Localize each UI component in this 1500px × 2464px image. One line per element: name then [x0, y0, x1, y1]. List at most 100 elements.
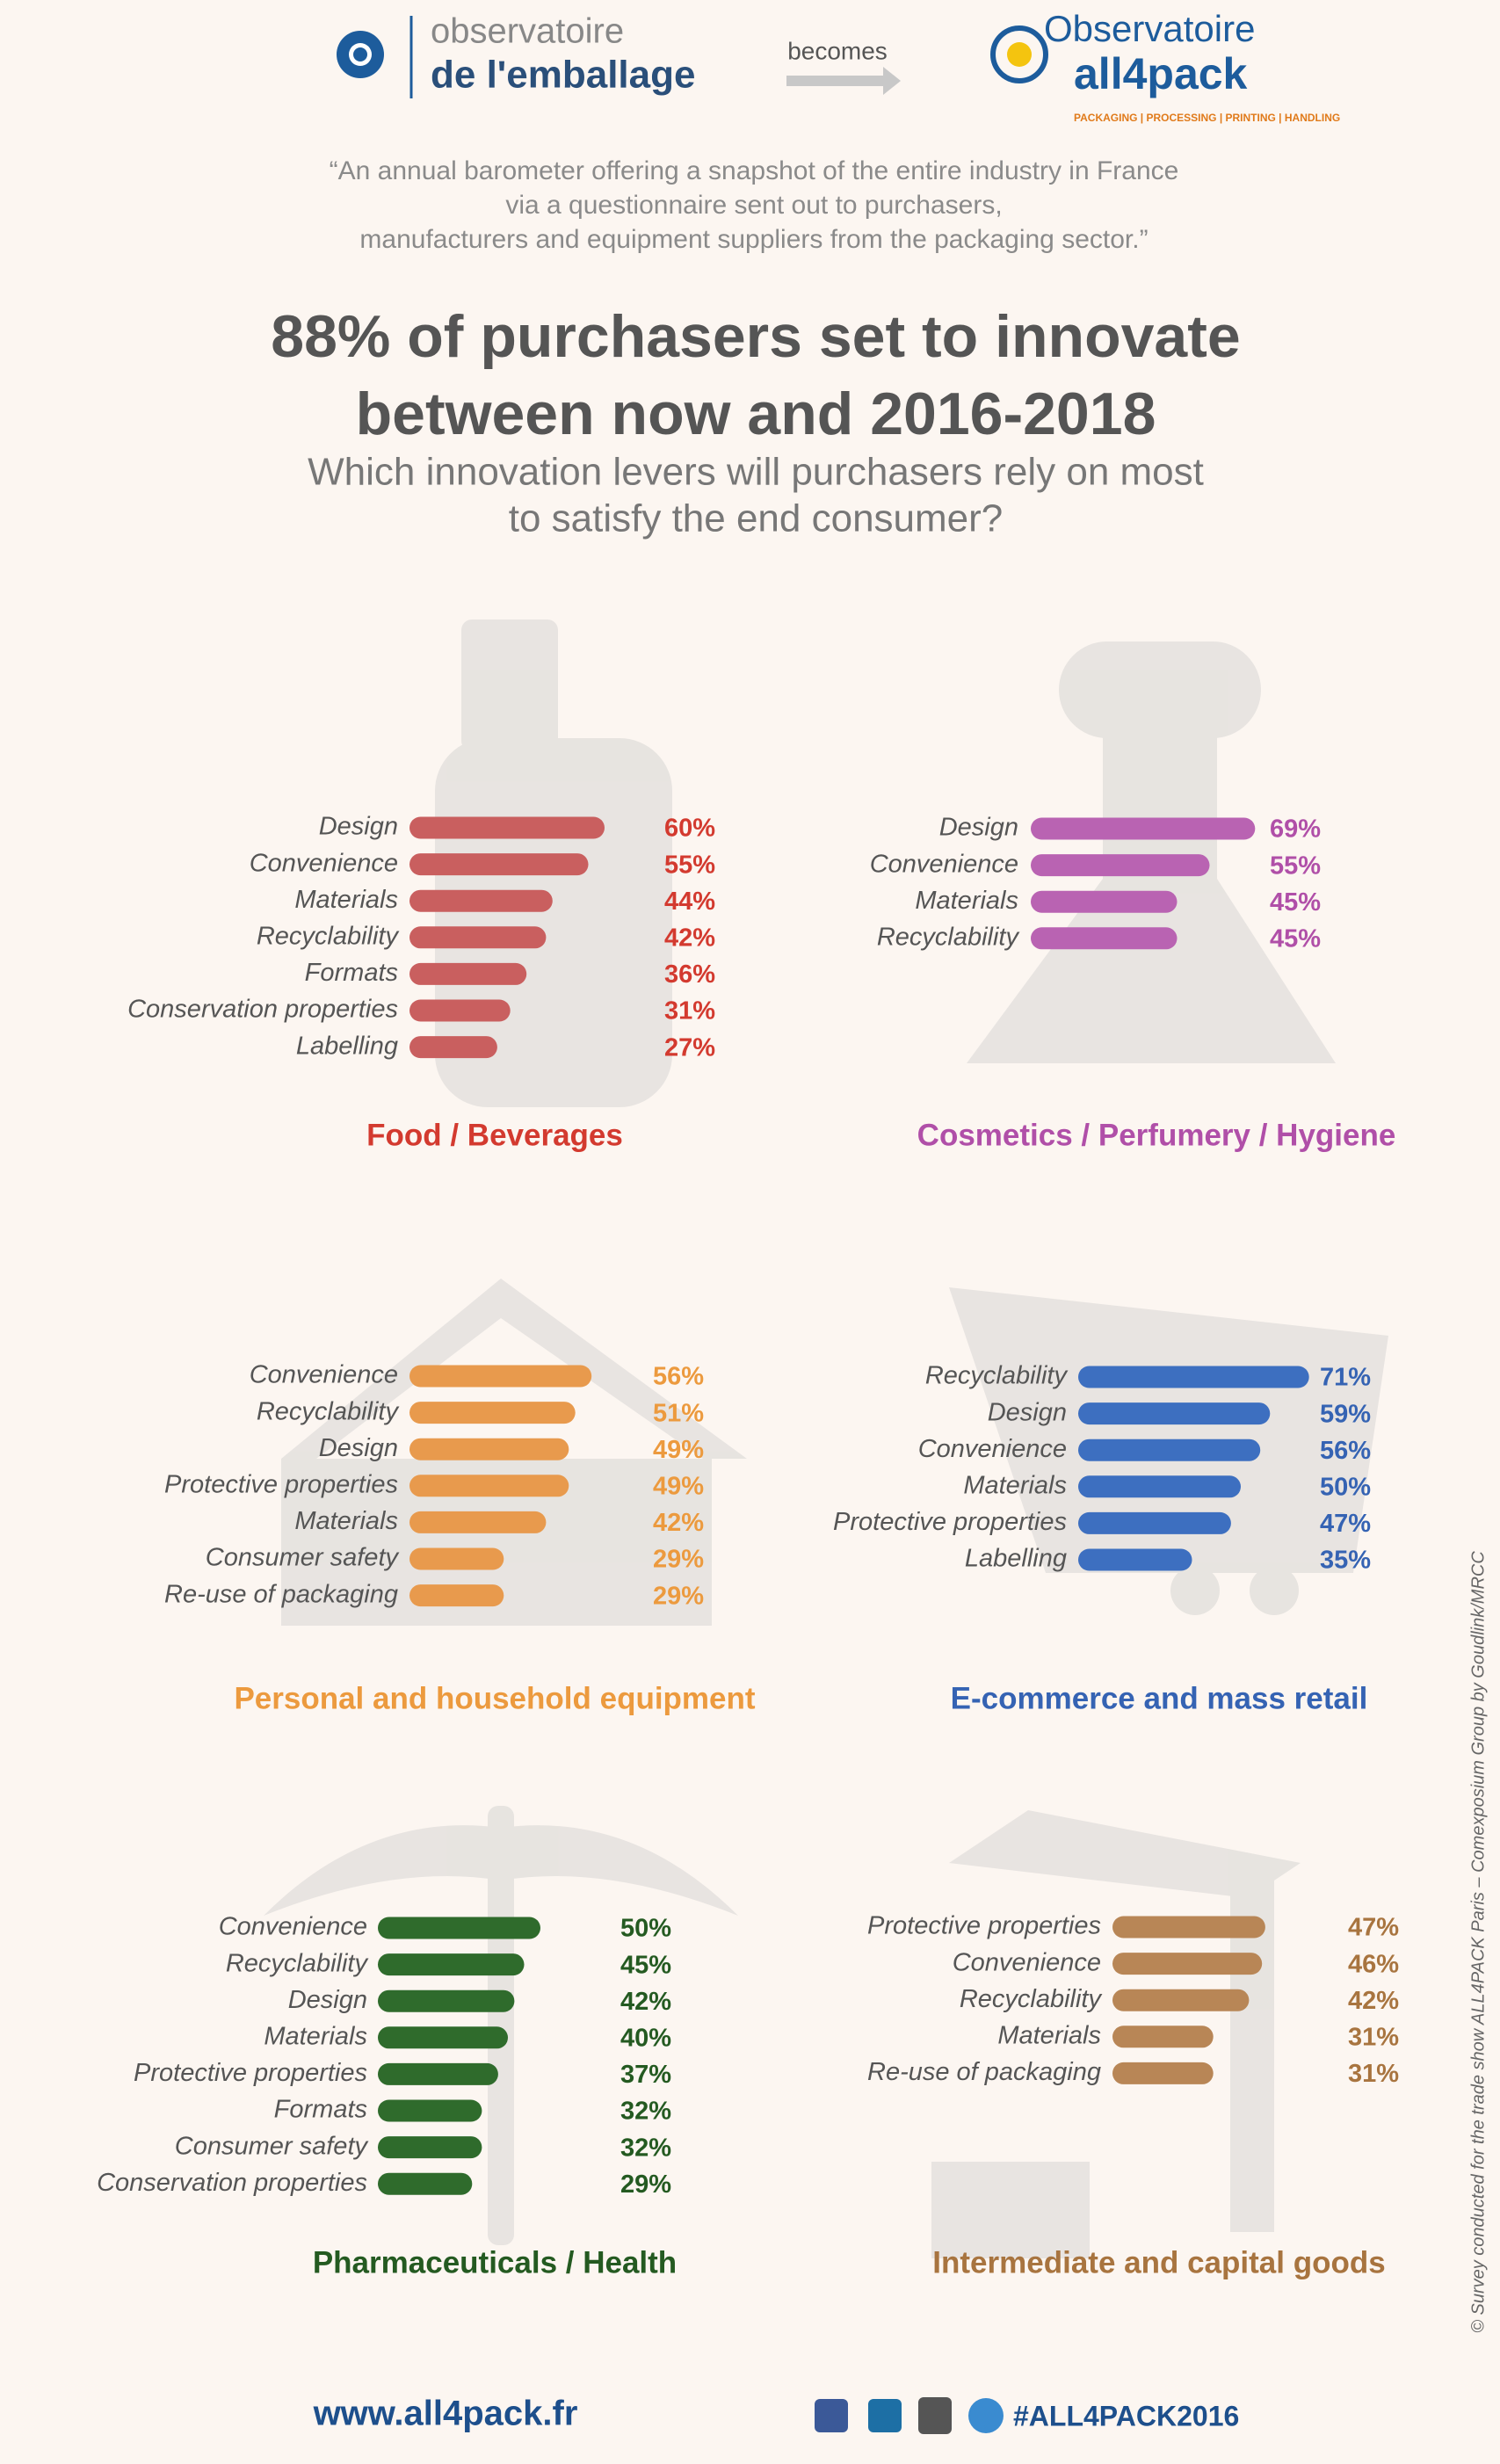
- category-label: Consumer safety: [175, 2132, 369, 2160]
- caduceus-staff: [488, 1806, 514, 2245]
- arrow: [786, 67, 901, 95]
- new-logo-text: all4pack: [1074, 49, 1248, 98]
- category-label: Design: [988, 1398, 1067, 1426]
- bar: [1078, 1475, 1241, 1498]
- quote-line: via a questionnaire sent out to purchase…: [505, 191, 1002, 220]
- value-label: 50%: [620, 1915, 671, 1943]
- bar: [1112, 2026, 1214, 2048]
- value-label: 51%: [653, 1399, 704, 1427]
- value-label: 59%: [1320, 1400, 1371, 1428]
- value-label: 32%: [620, 2134, 671, 2162]
- bar: [409, 1475, 569, 1497]
- category-label: Labelling: [296, 1032, 398, 1060]
- bar: [378, 2026, 508, 2049]
- bar: [1112, 1916, 1265, 1939]
- credit: © Survey conducted for the trade show AL…: [1468, 1551, 1488, 2333]
- bar-chart: Recyclability 71% Design 59% Convenience 56% M…: [833, 1362, 1371, 1716]
- bar: [378, 1917, 540, 1939]
- value-label: 36%: [664, 960, 715, 989]
- bar: [378, 1989, 515, 2012]
- bar: [1031, 890, 1178, 913]
- category-label: Design: [288, 1986, 367, 2014]
- value-label: 42%: [653, 1509, 704, 1537]
- bar: [1031, 817, 1256, 840]
- bar: [409, 853, 589, 876]
- value-label: 37%: [620, 2061, 671, 2089]
- category-label: Convenience: [870, 850, 1018, 878]
- value-label: 42%: [1348, 1987, 1399, 2015]
- value-label: 46%: [1348, 1950, 1399, 1978]
- quote-line: “An annual barometer offering a snapshot…: [330, 156, 1179, 185]
- bar: [1112, 1989, 1250, 2011]
- bar: [409, 1584, 504, 1607]
- value-label: 56%: [1320, 1437, 1371, 1465]
- headline: 88% of purchasers set to innovate betwee…: [271, 303, 1240, 447]
- category-label: Formats: [305, 959, 398, 987]
- category-label: Consumer safety: [206, 1544, 400, 1572]
- value-label: 27%: [664, 1033, 715, 1062]
- cart-wheel: [1170, 1566, 1220, 1615]
- value-label: 29%: [620, 2170, 671, 2199]
- value-label: 42%: [620, 1988, 671, 2016]
- flask-body: [967, 879, 1336, 1063]
- bar: [409, 962, 527, 985]
- category-label: Convenience: [250, 849, 398, 877]
- bar: [1112, 2062, 1214, 2084]
- bar: [409, 1547, 504, 1570]
- bar: [409, 926, 547, 949]
- cart-basket: [949, 1287, 1388, 1573]
- category-label: Materials: [264, 2022, 367, 2050]
- category-label: Materials: [294, 886, 398, 914]
- old-logo: observatoire de l'emballage: [337, 12, 695, 98]
- category-label: Design: [939, 814, 1018, 842]
- linkedin-icon[interactable]: [868, 2399, 902, 2432]
- chart-title: Pharmaceuticals / Health: [313, 2245, 677, 2279]
- category-label: Convenience: [918, 1435, 1067, 1463]
- bar: [1078, 1439, 1261, 1461]
- value-label: 47%: [1320, 1510, 1371, 1538]
- hashtag: #ALL4PACK2016: [1013, 2400, 1239, 2431]
- category-label: Design: [319, 813, 398, 841]
- old-logo-text: de l'emballage: [431, 54, 695, 97]
- bar-chart: Convenience 56% Recyclability 51% Design 49% P…: [164, 1361, 756, 1716]
- new-logo: Observatoire all4pack PACKAGING | PROCES…: [990, 8, 1340, 124]
- chart-title: Food / Beverages: [366, 1118, 623, 1152]
- social-icons: [815, 2397, 1004, 2434]
- value-label: 45%: [620, 1951, 671, 1979]
- footer-url[interactable]: www.all4pack.fr: [313, 2395, 578, 2433]
- new-logo-text: Observatoire: [1044, 8, 1255, 49]
- category-label: Protective properties: [833, 1508, 1067, 1536]
- value-label: 60%: [664, 815, 715, 843]
- crane-load: [931, 2162, 1090, 2258]
- value-label: 40%: [620, 2024, 671, 2052]
- subtitle: Which innovation levers will purchasers …: [308, 451, 1204, 540]
- value-label: 49%: [653, 1436, 704, 1464]
- bar: [409, 1036, 497, 1059]
- bar-chart: Design 60% Convenience 55% Materials 44% Recyc…: [127, 813, 715, 1153]
- category-label: Convenience: [219, 1913, 367, 1941]
- bar: [409, 816, 605, 839]
- crane-mast: [1230, 1881, 1274, 2232]
- value-label: 31%: [1348, 2023, 1399, 2051]
- value-label: 45%: [1270, 888, 1321, 917]
- value-label: 31%: [664, 997, 715, 1025]
- facebook-icon[interactable]: [815, 2399, 848, 2432]
- subtitle-line: to satisfy the end consumer?: [509, 497, 1004, 540]
- value-label: 56%: [653, 1363, 704, 1391]
- value-label: 44%: [664, 888, 715, 916]
- category-label: Protective properties: [867, 1912, 1101, 1940]
- youtube-icon[interactable]: [918, 2397, 952, 2434]
- value-label: 69%: [1270, 815, 1321, 844]
- eye-icon: [353, 47, 367, 62]
- category-label: Materials: [963, 1471, 1067, 1499]
- category-label: Convenience: [250, 1361, 398, 1389]
- chart-title: Intermediate and capital goods: [932, 2245, 1385, 2279]
- value-label: 47%: [1348, 1914, 1399, 1942]
- category-label: Conservation properties: [97, 2169, 367, 2197]
- value-label: 29%: [653, 1546, 704, 1574]
- twitter-icon[interactable]: [968, 2398, 1004, 2433]
- bar: [1078, 1548, 1192, 1571]
- bar: [409, 1511, 547, 1533]
- category-label: Recyclability: [257, 1397, 400, 1425]
- value-label: 49%: [653, 1472, 704, 1500]
